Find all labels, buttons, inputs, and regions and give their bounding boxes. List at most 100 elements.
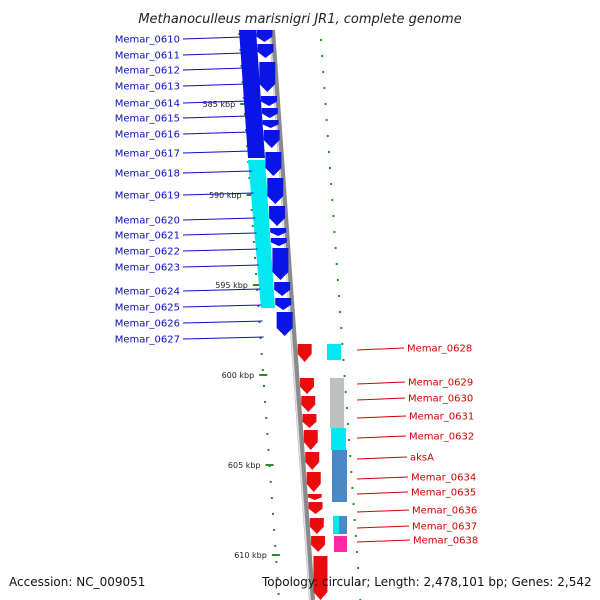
leader-line: [356, 397, 406, 401]
gene-label-right[interactable]: Memar_0632: [409, 432, 474, 443]
leader-line: [356, 347, 405, 351]
gene-arrow-reverse: [302, 414, 317, 428]
gene-label-left[interactable]: Memar_0622: [115, 247, 180, 258]
leader-line: [182, 36, 243, 40]
leader-line: [182, 288, 261, 292]
feature-box-cyan: [331, 428, 346, 450]
leader-line: [182, 67, 245, 71]
gene-arrow-forward: [256, 30, 273, 42]
leader-line: [182, 170, 253, 174]
gene-arrow-forward: [257, 44, 274, 58]
gene-arrow-forward: [276, 312, 293, 336]
gene-arrow-forward: [265, 152, 282, 176]
feature-box-magenta: [334, 536, 347, 552]
gene-arrow-forward: [272, 248, 289, 280]
gene-label-left[interactable]: Memar_0610: [115, 35, 180, 46]
gene-label-left[interactable]: Memar_0620: [115, 216, 180, 227]
leader-line: [356, 456, 408, 460]
gene-label-right[interactable]: Memar_0629: [408, 378, 473, 389]
gene-label-right[interactable]: Memar_0636: [412, 506, 477, 517]
leader-line: [182, 264, 259, 268]
gene-arrows: [256, 30, 328, 600]
gene-label-right[interactable]: Memar_0638: [413, 536, 478, 547]
gene-label-left[interactable]: Memar_0621: [115, 231, 180, 242]
feature-box-steel: [339, 516, 347, 534]
scale-tick-label: 590 kbp: [209, 191, 242, 200]
gene-label-left[interactable]: Memar_0615: [115, 114, 180, 125]
gene-arrow-reverse: [305, 452, 320, 470]
leader-line: [356, 435, 407, 439]
gene-arrow-forward: [262, 120, 279, 128]
scale-ticks: 585 kbp 590 kbp 595 kbp 600 kbp 605 kbp 610 k…: [203, 33, 362, 600]
gene-labels: Memar_0610 Memar_0611 Memar_0612 Memar_0613…: [115, 35, 478, 547]
gene-arrow-forward: [259, 62, 276, 92]
scale-tick-label: 585 kbp: [203, 100, 236, 109]
gene-arrow-reverse: [313, 556, 328, 600]
feature-box-blue: [239, 30, 265, 158]
leader-line: [182, 150, 251, 154]
gene-label-left[interactable]: Memar_0614: [115, 99, 180, 110]
leader-line: [182, 248, 258, 252]
feature-boxes: [239, 30, 347, 552]
scale-tick-label: 610 kbp: [234, 551, 267, 560]
gene-arrow-reverse: [297, 344, 312, 362]
scale-tick-label: 595 kbp: [215, 281, 248, 290]
gene-label-left[interactable]: Memar_0616: [115, 130, 180, 141]
gene-label-left[interactable]: Memar_0625: [115, 303, 180, 314]
gene-arrow-forward: [260, 96, 277, 106]
leader-line: [182, 304, 262, 308]
leader-line: [182, 131, 250, 135]
leader-line: [182, 336, 264, 340]
gene-arrow-forward: [270, 238, 287, 246]
gene-label-left[interactable]: Memar_0623: [115, 263, 180, 274]
gene-label-left[interactable]: Memar_0612: [115, 66, 180, 77]
topology-text: Topology: circular; Length: 2,478,101 bp…: [261, 575, 592, 589]
gene-arrow-reverse: [303, 430, 318, 450]
leader-line: [182, 100, 248, 104]
gene-label-left[interactable]: Memar_0626: [115, 319, 180, 330]
gene-label-left[interactable]: Memar_0624: [115, 287, 180, 298]
gene-label-right[interactable]: Memar_0635: [411, 488, 476, 499]
gene-arrow-reverse: [311, 536, 326, 552]
leader-line: [182, 232, 257, 236]
gene-arrow-reverse: [299, 378, 314, 394]
gene-label-right[interactable]: Memar_0630: [408, 394, 473, 405]
leader-line: [182, 115, 249, 119]
gene-arrow-reverse: [308, 502, 323, 514]
scale-tick-label: 605 kbp: [228, 461, 261, 470]
gene-arrow-forward: [269, 206, 286, 226]
gene-arrow-forward: [270, 228, 287, 236]
accession-text: Accession: NC_009051: [9, 575, 145, 589]
gene-arrow-forward: [274, 282, 291, 296]
feature-box-cyan: [248, 160, 275, 308]
gene-label-right[interactable]: Memar_0631: [409, 412, 474, 423]
leader-line: [356, 491, 409, 495]
leader-line: [182, 83, 246, 87]
scale-tick-label: 600 kbp: [222, 371, 255, 380]
feature-box-gray: [330, 378, 344, 428]
gene-label-right[interactable]: aksA: [410, 453, 434, 464]
gene-arrow-forward: [267, 178, 284, 204]
gene-arrow-forward: [263, 130, 280, 148]
gene-label-right[interactable]: Memar_0634: [411, 473, 476, 484]
gene-label-right[interactable]: Memar_0637: [412, 522, 477, 533]
gene-arrow-reverse: [306, 472, 321, 492]
gene-label-left[interactable]: Memar_0613: [115, 82, 180, 93]
feature-box-steel: [332, 450, 347, 502]
leader-line: [356, 525, 410, 529]
gene-label-left[interactable]: Memar_0618: [115, 169, 180, 180]
leader-line: [356, 476, 409, 480]
gene-label-left[interactable]: Memar_0611: [115, 51, 180, 62]
feature-box-cyan: [327, 344, 341, 360]
map-title: Methanoculleus marisnigri JR1, complete …: [138, 12, 461, 27]
gene-label-left[interactable]: Memar_0617: [115, 149, 180, 160]
gene-arrow-reverse: [307, 494, 322, 500]
gene-label-left[interactable]: Memar_0619: [115, 191, 180, 202]
feature-box-cyan: [333, 516, 339, 534]
gene-arrow-forward: [261, 108, 278, 118]
gene-label-left[interactable]: Memar_0627: [115, 335, 180, 346]
leader-line: [182, 217, 256, 221]
gene-label-right[interactable]: Memar_0628: [407, 344, 472, 355]
gene-arrow-reverse: [309, 518, 324, 534]
leader-line: [356, 539, 411, 543]
